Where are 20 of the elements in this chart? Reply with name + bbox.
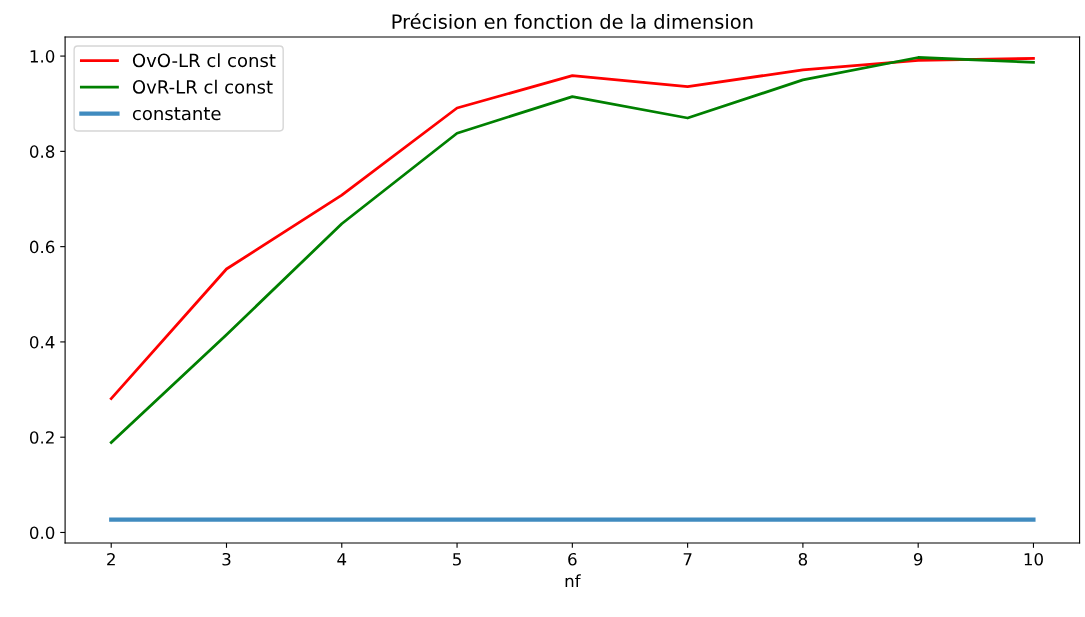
- x-axis-title: nf: [565, 574, 581, 588]
- legend-label: constante: [132, 107, 221, 121]
- y-tick-label: 0.8: [29, 145, 55, 158]
- x-tick-label: 7: [683, 553, 692, 566]
- x-tick-label: 5: [453, 553, 461, 566]
- x-tick-label: 4: [337, 553, 347, 566]
- legend-label: OvR-LR cl const: [132, 79, 273, 94]
- x-tick-label: 8: [798, 552, 808, 566]
- x-tick-label: 3: [222, 552, 231, 566]
- y-tick-label: 0.0: [29, 526, 55, 540]
- y-tick-label: 0.6: [29, 240, 55, 254]
- y-tick-label: 0.2: [29, 431, 54, 444]
- y-tick-label: 1.0: [30, 50, 55, 63]
- legend-label: OvO-LR cl const: [132, 53, 276, 68]
- x-tick-label: 9: [913, 552, 923, 566]
- x-tick-label: 10: [1024, 552, 1043, 566]
- x-tick-label: 2: [107, 552, 115, 566]
- y-tick-label: 0.4: [29, 335, 55, 349]
- chart-title: Précision en fonction de la dimension: [392, 13, 753, 29]
- x-tick-label: 6: [568, 552, 577, 566]
